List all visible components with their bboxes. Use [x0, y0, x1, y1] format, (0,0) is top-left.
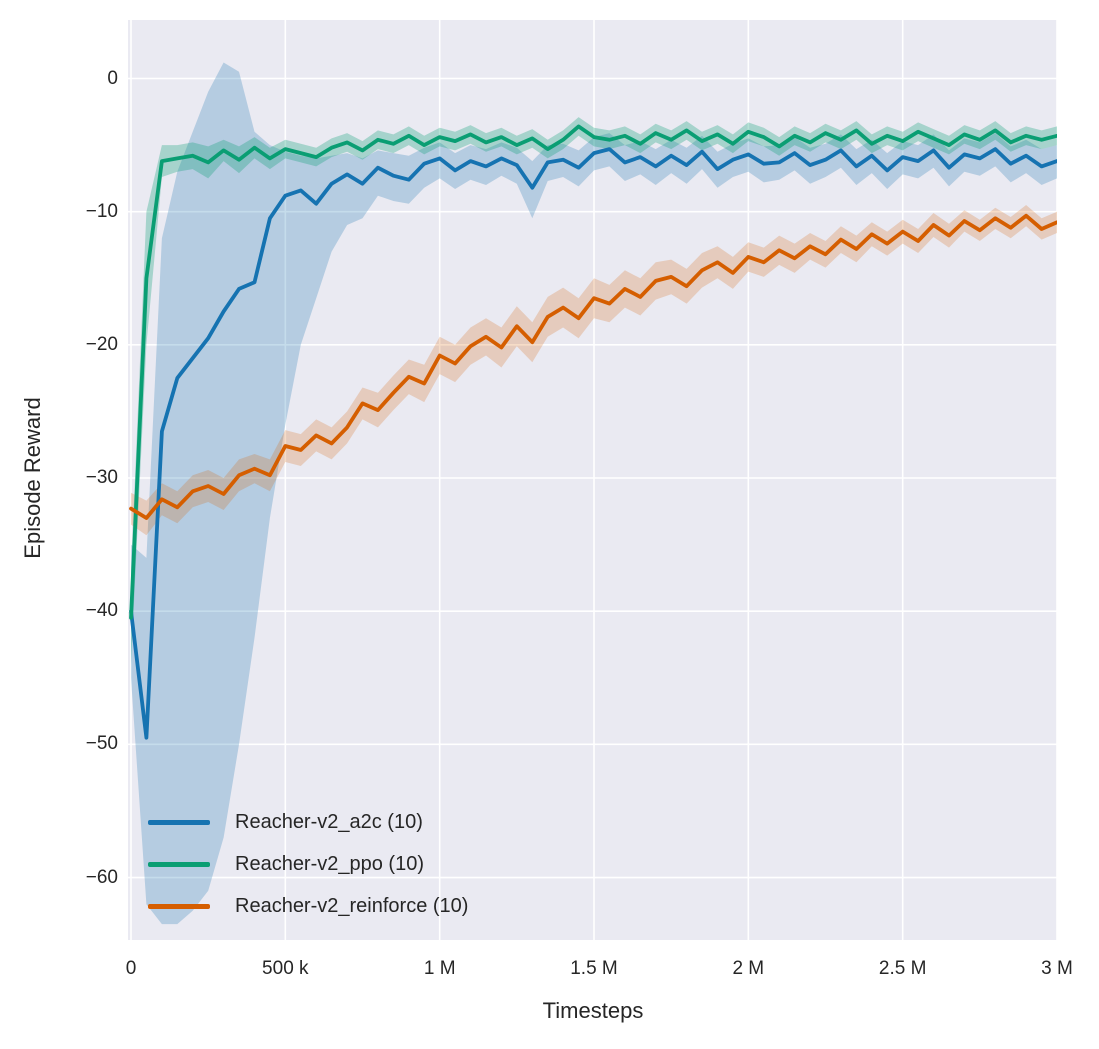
legend-label-reinforce: Reacher-v2_reinforce (10) [235, 894, 469, 917]
x-tick-label: 3 M [1041, 958, 1073, 979]
y-tick-label: −50 [85, 733, 118, 755]
y-tick-label: 0 [107, 67, 118, 89]
legend: Reacher-v2_a2c (10) Reacher-v2_ppo (10) … [148, 801, 468, 927]
legend-label-a2c: Reacher-v2_a2c (10) [235, 810, 423, 833]
a2c-line-sample-icon [148, 819, 210, 825]
legend-item-a2c: Reacher-v2_a2c (10) [148, 801, 468, 843]
x-axis-label: Timesteps [542, 998, 644, 1023]
x-tick-label: 1 M [423, 958, 456, 979]
y-tick-label: −60 [85, 866, 118, 888]
y-tick-label: −20 [85, 333, 118, 355]
legend-label-ppo: Reacher-v2_ppo (10) [235, 852, 424, 875]
y-tick-label: −40 [85, 600, 118, 622]
legend-item-ppo: Reacher-v2_ppo (10) [148, 843, 468, 885]
x-tick-label: 2 M [732, 958, 765, 979]
y-tick-label: −10 [85, 200, 118, 222]
reinforce-line-sample-icon [148, 903, 210, 909]
legend-item-reinforce: Reacher-v2_reinforce (10) [148, 885, 468, 927]
x-tick-label: 0 [125, 958, 137, 979]
x-tick-label: 500 k [262, 958, 309, 979]
x-tick-label: 1.5 M [570, 958, 618, 979]
y-axis-label: Episode Reward [20, 397, 45, 559]
ppo-line-sample-icon [148, 861, 210, 867]
x-tick-label: 2.5 M [878, 958, 927, 979]
y-tick-label: −30 [85, 467, 118, 488]
